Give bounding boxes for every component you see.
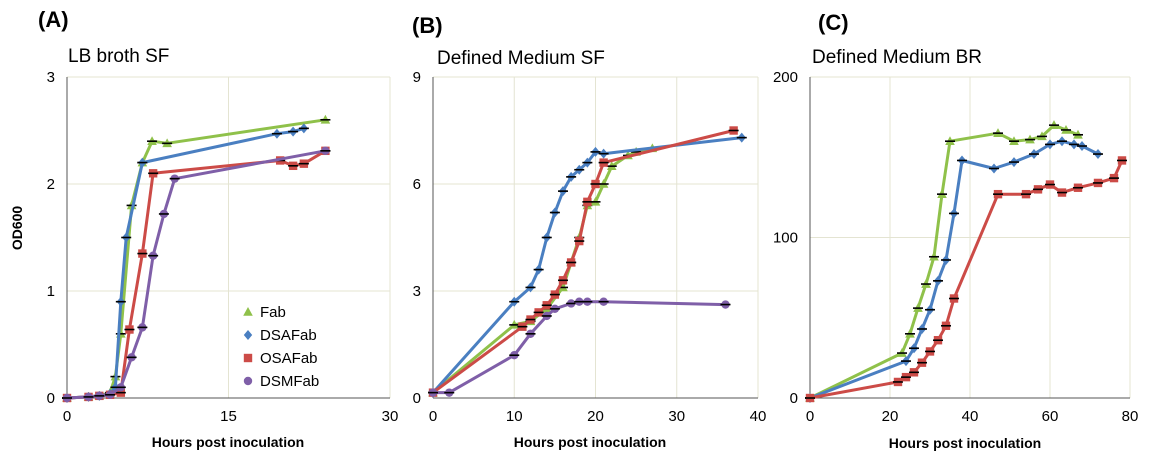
y-tick-label: 9 bbox=[413, 69, 421, 86]
legend-marker-dsafab bbox=[243, 330, 253, 340]
series-osafab bbox=[805, 156, 1127, 403]
legend-marker-fab bbox=[243, 307, 253, 316]
plot-area: 0 10 20 30 40 0 3 6 9 bbox=[413, 69, 767, 425]
x-tick-label: 20 bbox=[882, 408, 899, 425]
y-tick-label: 6 bbox=[413, 176, 421, 193]
series-dsafab bbox=[805, 136, 1103, 403]
series-line bbox=[809, 159, 1124, 400]
series-fab bbox=[805, 120, 1083, 402]
legend: Fab DSAFab OSAFab DSMFab bbox=[243, 304, 319, 390]
x-tick-label: 0 bbox=[63, 408, 71, 425]
x-tick-label: 30 bbox=[382, 408, 399, 425]
chart-title: LB broth SF bbox=[68, 46, 169, 67]
x-tick-label: 10 bbox=[506, 408, 523, 425]
series-dsmfab bbox=[428, 297, 731, 397]
x-tick-label: 15 bbox=[220, 408, 237, 425]
x-tick-label: 80 bbox=[1122, 408, 1139, 425]
x-axis-label: Hours post inoculation bbox=[889, 435, 1041, 451]
y-tick-label: 0 bbox=[413, 390, 421, 407]
y-tick-label: 0 bbox=[47, 390, 55, 407]
panel-letter: (B) bbox=[412, 13, 443, 38]
y-axis-label: OD600 bbox=[9, 206, 25, 251]
y-tick-label: 2 bbox=[47, 176, 55, 193]
x-tick-label: 40 bbox=[962, 408, 979, 425]
legend-label-dsafab: DSAFab bbox=[260, 327, 317, 344]
y-tick-label: 3 bbox=[413, 283, 421, 300]
chart-title: Defined Medium SF bbox=[437, 48, 605, 69]
legend-label-dsmfab: DSMFab bbox=[260, 373, 319, 390]
plot-area: 0 20 40 60 80 0 100 200 bbox=[773, 69, 1138, 425]
series-line bbox=[809, 139, 1099, 400]
panel-a: (A) LB broth SF OD600 Hours post inocula… bbox=[9, 7, 398, 450]
y-tick-label: 100 bbox=[773, 230, 798, 247]
series-osafab bbox=[428, 126, 739, 397]
x-tick-label: 20 bbox=[587, 408, 604, 425]
legend-marker-osafab bbox=[243, 353, 253, 363]
y-tick-label: 3 bbox=[47, 69, 55, 86]
x-tick-label: 30 bbox=[668, 408, 685, 425]
panel-letter: (A) bbox=[38, 7, 69, 32]
y-tick-label: 0 bbox=[790, 390, 798, 407]
x-tick-label: 40 bbox=[750, 408, 767, 425]
legend-marker-dsmfab bbox=[243, 376, 253, 386]
panel-c: (C) Defined Medium BR Hours post inocula… bbox=[773, 10, 1138, 451]
series-line bbox=[433, 300, 726, 395]
y-tick-label: 1 bbox=[47, 283, 55, 300]
x-tick-label: 0 bbox=[429, 408, 437, 425]
x-tick-label: 60 bbox=[1042, 408, 1059, 425]
y-tick-label: 200 bbox=[773, 69, 798, 86]
panel-letter: (C) bbox=[818, 10, 849, 35]
panel-b: (B) Defined Medium SF Hours post inocula… bbox=[412, 13, 766, 450]
plot-area: 0 15 30 0 1 2 3 Fab DSAFab OSAFab DSMFab bbox=[47, 69, 399, 425]
legend-label-fab: Fab bbox=[260, 304, 286, 321]
legend-label-osafab: OSAFab bbox=[260, 350, 318, 367]
x-tick-label: 0 bbox=[806, 408, 814, 425]
chart-title: Defined Medium BR bbox=[812, 47, 982, 68]
series-dsmfab bbox=[62, 146, 331, 403]
x-axis-label: Hours post inoculation bbox=[152, 434, 304, 450]
x-axis-label: Hours post inoculation bbox=[514, 434, 666, 450]
